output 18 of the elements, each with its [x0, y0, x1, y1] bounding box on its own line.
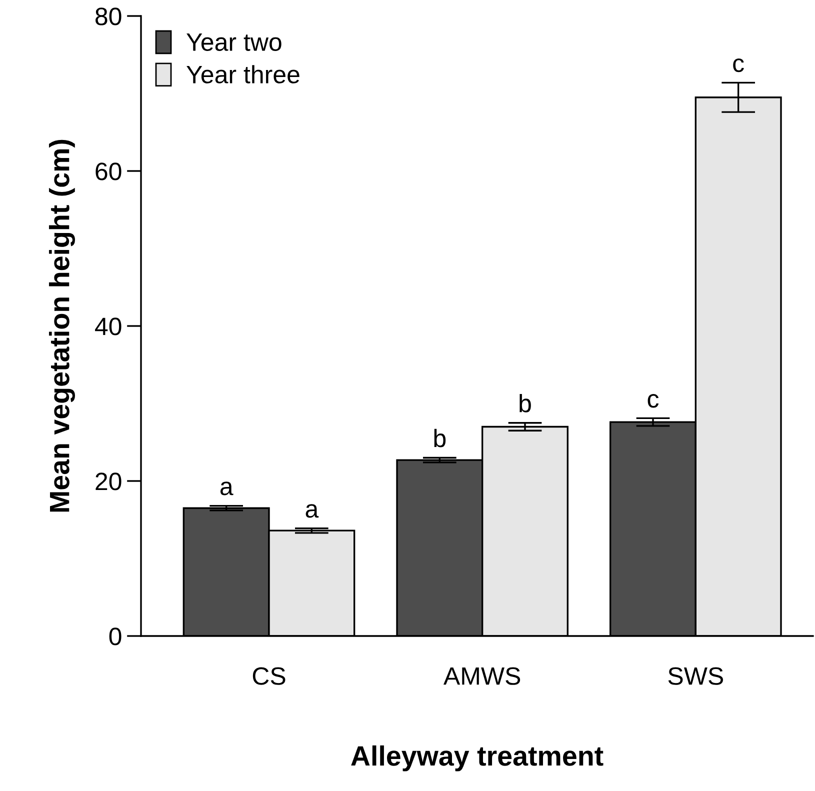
y-tick-label: 20 [96, 472, 122, 490]
annotation: b [434, 428, 446, 448]
x-tick-label: CS [252, 667, 286, 685]
annotation: c [648, 394, 659, 408]
annotation: a [220, 482, 234, 496]
x-tick-label: AMWS [443, 667, 520, 685]
legend-label: Year three [186, 65, 300, 84]
y-tick-label: 0 [109, 628, 122, 646]
annotation: a [306, 504, 319, 518]
x-tick-label: SWS [668, 667, 723, 685]
annotation: c [733, 58, 744, 72]
annotation: b [520, 394, 531, 412]
y-tick-label: 80 [96, 8, 122, 26]
y-tick-label: 40 [95, 318, 122, 336]
legend-label: Year two [186, 34, 282, 51]
y-axis-title: Mean vegetation height (cm) [48, 140, 75, 512]
y-tick-label: 60 [96, 162, 122, 180]
x-axis-title: Alleyway treatment [351, 745, 604, 772]
